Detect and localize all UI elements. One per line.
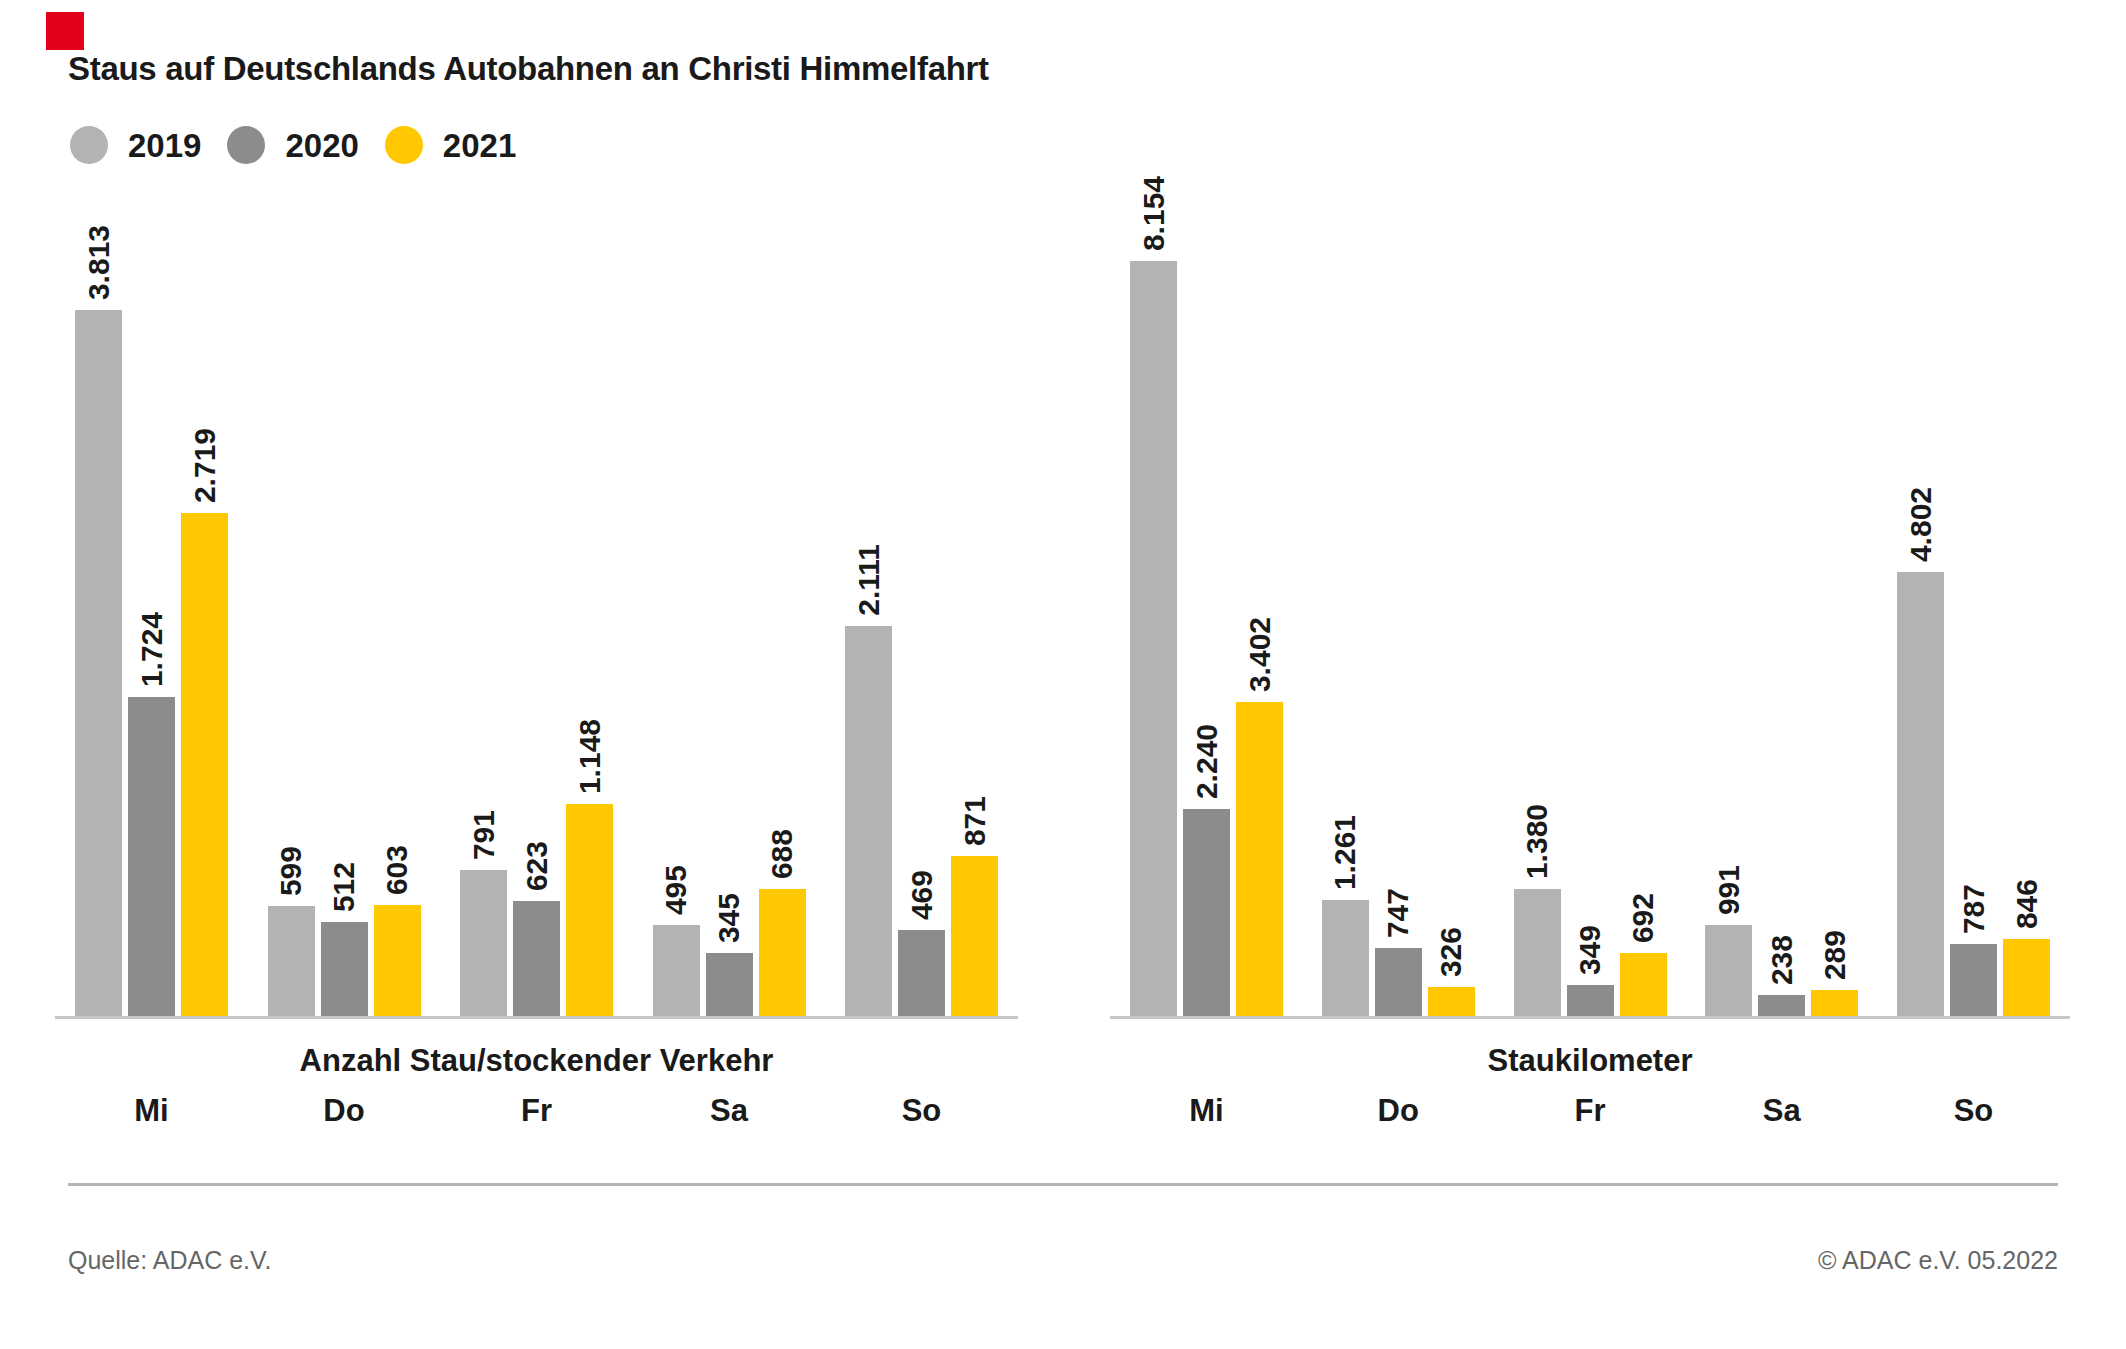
bar-value-label: 2.719 xyxy=(190,428,220,503)
bar-value-label: 345 xyxy=(714,893,744,943)
category-label-Sa: Sa xyxy=(653,1093,806,1129)
bar-2020-Fr: 623 xyxy=(513,901,560,1017)
bar-value-label: 1.148 xyxy=(575,719,605,794)
category-label-Do: Do xyxy=(268,1093,421,1129)
bar-2021-Fr: 1.148 xyxy=(566,804,613,1017)
bar-value-label: 747 xyxy=(1383,888,1413,938)
bar-group-Sa: 991 238 289 xyxy=(1705,925,1858,1017)
bar-2021-Mi: 3.402 xyxy=(1236,702,1283,1017)
bar-value-label: 599 xyxy=(276,846,306,896)
bar-2019-So: 4.802 xyxy=(1897,572,1944,1017)
bar-group-Mi: 3.8131.7242.719 xyxy=(75,310,228,1017)
bar-2020-Fr: 349 xyxy=(1567,985,1614,1017)
category-label-Fr: Fr xyxy=(1514,1093,1667,1129)
bar-2020-Sa: 238 xyxy=(1758,995,1805,1017)
bar-value-label: 1.724 xyxy=(137,612,167,687)
bar-group-So: 2.111469871 xyxy=(845,626,998,1017)
bar-2019-Sa: 495 xyxy=(653,925,700,1017)
bar-value-label: 623 xyxy=(522,841,552,891)
copyright-text: © ADAC e.V. 05.2022 xyxy=(1818,1246,2058,1275)
x-axis-line xyxy=(1110,1016,2070,1019)
bar-value-label: 289 xyxy=(1820,930,1850,980)
bar-value-label: 688 xyxy=(767,829,797,879)
bar-value-label: 469 xyxy=(907,870,937,920)
bar-value-label: 846 xyxy=(2012,879,2042,929)
footer-divider-line xyxy=(68,1183,2058,1186)
bar-2019-Mi: 3.813 xyxy=(75,310,122,1017)
bar-group-So: 4.802787846 xyxy=(1897,572,2050,1017)
bar-value-label: 1.261 xyxy=(1330,815,1360,890)
red-square-marker xyxy=(46,12,84,50)
bar-value-label: 787 xyxy=(1959,884,1989,934)
category-label-Mi: Mi xyxy=(1130,1093,1283,1129)
bar-2021-So: 871 xyxy=(951,856,998,1017)
bar-2019-Mi: 8.154 xyxy=(1130,261,1177,1017)
bar-group-Do: 1.261747326 xyxy=(1322,900,1475,1017)
bar-value-label: 8.154 xyxy=(1139,176,1169,251)
bar-2021-Sa: 688 xyxy=(759,889,806,1017)
bar-2020-Do: 747 xyxy=(1375,948,1422,1017)
day-labels: Mi Do Fr Sa So xyxy=(55,1093,1018,1129)
axis-title-right: Staukilometer xyxy=(1110,1043,2070,1079)
bar-2020-Do: 512 xyxy=(321,922,368,1017)
bar-value-label: 991 xyxy=(1714,865,1744,915)
bars: 8.1542.2403.4021.2617473261.380349692991… xyxy=(1110,140,2070,1017)
bar-value-label: 603 xyxy=(382,845,412,895)
bar-2019-Fr: 791 xyxy=(460,870,507,1017)
x-axis-line xyxy=(55,1016,1018,1019)
bar-value-label: 3.813 xyxy=(84,225,114,300)
bar-2020-Mi: 1.724 xyxy=(128,697,175,1017)
category-label-Do: Do xyxy=(1322,1093,1475,1129)
page-title: Staus auf Deutschlands Autobahnen an Chr… xyxy=(68,50,989,88)
bar-value-label: 791 xyxy=(469,810,499,860)
bar-value-label: 495 xyxy=(661,865,691,915)
bar-2021-Do: 326 xyxy=(1428,987,1475,1017)
bar-group-Fr: 7916231.148 xyxy=(460,804,613,1017)
bar-group-Mi: 8.1542.2403.402 xyxy=(1130,261,1283,1017)
bar-2021-Sa: 289 xyxy=(1811,990,1858,1017)
bar-2019-Do: 599 xyxy=(268,906,315,1017)
bar-2021-Mi: 2.719 xyxy=(181,513,228,1017)
bar-2019-Do: 1.261 xyxy=(1322,900,1369,1017)
bar-value-label: 2.111 xyxy=(854,544,884,616)
bar-value-label: 512 xyxy=(329,862,359,912)
bar-value-label: 1.380 xyxy=(1522,804,1552,879)
bar-2021-Fr: 692 xyxy=(1620,953,1667,1017)
bar-value-label: 326 xyxy=(1436,927,1466,977)
category-label-Fr: Fr xyxy=(460,1093,613,1129)
bar-value-label: 692 xyxy=(1628,893,1658,943)
bar-group-Sa: 495345688 xyxy=(653,889,806,1017)
bar-2021-So: 846 xyxy=(2003,939,2050,1017)
category-label-Mi: Mi xyxy=(75,1093,228,1129)
infographic-page: Staus auf Deutschlands Autobahnen an Chr… xyxy=(0,0,2126,1349)
bar-2020-Sa: 345 xyxy=(706,953,753,1017)
bar-value-label: 871 xyxy=(960,796,990,846)
bar-value-label: 2.240 xyxy=(1192,724,1222,799)
axis-title-left: Anzahl Stau/stockender Verkehr xyxy=(55,1043,1018,1079)
bar-2019-Sa: 991 xyxy=(1705,925,1752,1017)
bar-2019-So: 2.111 xyxy=(845,626,892,1017)
category-label-Sa: Sa xyxy=(1705,1093,1858,1129)
day-labels: Mi Do Fr Sa So xyxy=(1110,1093,2070,1129)
bar-2020-So: 787 xyxy=(1950,944,1997,1017)
bar-group-Do: 599512603 xyxy=(268,905,421,1017)
bar-2021-Do: 603 xyxy=(374,905,421,1017)
bar-value-label: 4.802 xyxy=(1906,487,1936,562)
bar-value-label: 3.402 xyxy=(1245,617,1275,692)
bar-value-label: 349 xyxy=(1575,925,1605,975)
chart-staukilometer: 8.1542.2403.4021.2617473261.380349692991… xyxy=(1110,140,2070,1017)
bar-group-Fr: 1.380349692 xyxy=(1514,889,1667,1017)
chart-anzahl-stau: 3.8131.7242.7195995126037916231.14849534… xyxy=(55,140,1018,1017)
source-text: Quelle: ADAC e.V. xyxy=(68,1246,271,1275)
bar-value-label: 238 xyxy=(1767,935,1797,985)
category-label-So: So xyxy=(1897,1093,2050,1129)
bar-2020-So: 469 xyxy=(898,930,945,1017)
bar-2019-Fr: 1.380 xyxy=(1514,889,1561,1017)
bars: 3.8131.7242.7195995126037916231.14849534… xyxy=(55,140,1018,1017)
category-label-So: So xyxy=(845,1093,998,1129)
bar-2020-Mi: 2.240 xyxy=(1183,809,1230,1017)
